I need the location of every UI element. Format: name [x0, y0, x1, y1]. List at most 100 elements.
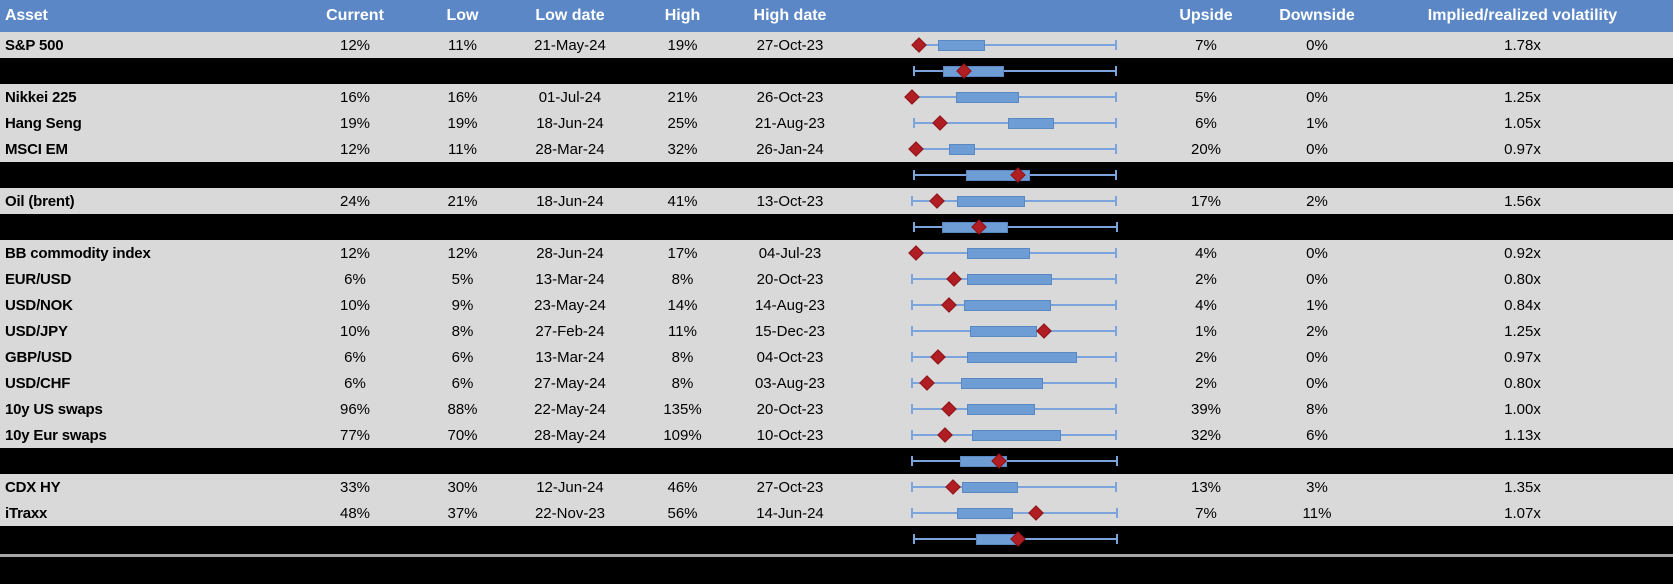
- whisker-cap-left: [911, 456, 913, 466]
- col-header-upside: Upside: [1179, 7, 1233, 24]
- boxplot: [911, 162, 1118, 188]
- implied-realized-cell: 0.92x: [1504, 244, 1541, 262]
- asset-cell: S&P 500: [5, 36, 64, 54]
- footer-divider-line: [0, 554, 1673, 557]
- high-cell: 21%: [667, 88, 698, 106]
- table-row: Hang Seng 19% 19% 18-Jun-24 25% 21-Aug-2…: [0, 110, 1673, 136]
- table-row: BB commodity index 12% 12% 28-Jun-24 17%…: [0, 240, 1673, 266]
- boxplot: [911, 188, 1118, 214]
- boxplot-cell: [850, 474, 1150, 500]
- current-cell: 6%: [344, 374, 366, 392]
- upside-cell: 13%: [1190, 478, 1222, 496]
- boxplot-cell: [850, 292, 1150, 318]
- asset-cell: EUR/USD: [5, 270, 72, 288]
- boxplot: [911, 448, 1118, 474]
- iqr-box: [937, 39, 986, 51]
- high-date-cell: 20-Oct-23: [756, 400, 824, 418]
- high-date-cell: 14-Aug-23: [754, 296, 826, 314]
- whisker-cap-left: [913, 66, 916, 76]
- asset-cell: MSCI EM: [5, 140, 68, 158]
- table-row: USD/JPY 10% 8% 27-Feb-24 11% 15-Dec-23 1…: [0, 318, 1673, 344]
- table-row: USD/CHF 6% 6% 27-May-24 8% 03-Aug-23 2% …: [0, 370, 1673, 396]
- boxplot: [908, 136, 1118, 162]
- downside-cell: 0%: [1306, 140, 1328, 158]
- current-cell: 6%: [344, 270, 366, 288]
- whisker-cap-left: [911, 378, 913, 388]
- asset-cell: CDX HY: [5, 478, 61, 496]
- current-level-diamond-icon: [929, 193, 945, 209]
- current-level-diamond-icon: [930, 349, 946, 365]
- iqr-box: [949, 143, 976, 155]
- table-row: 10y US swaps 96% 88% 22-May-24 135% 20-O…: [0, 396, 1673, 422]
- header-row: Asset Current Low Low date High High dat…: [0, 0, 1673, 32]
- upside-cell: 7%: [1195, 36, 1217, 54]
- high-cell: 17%: [667, 244, 698, 262]
- low-date-cell: 22-Nov-23: [534, 504, 606, 522]
- boxplot-cell: [850, 214, 1150, 240]
- current-cell: 12%: [339, 244, 371, 262]
- boxplot-cell: [850, 58, 1150, 84]
- boxplot-cell: [850, 32, 1150, 58]
- whisker-cap-left: [911, 352, 913, 362]
- implied-realized-cell: 1.35x: [1504, 478, 1541, 496]
- high-date-cell: 15-Dec-23: [754, 322, 826, 340]
- whisker-cap-right: [1114, 144, 1117, 154]
- separator-row: [0, 448, 1673, 474]
- iqr-box: [1008, 117, 1054, 129]
- current-cell: 6%: [344, 348, 366, 366]
- high-date-cell: 26-Oct-23: [756, 88, 824, 106]
- low-date-cell: 13-Mar-24: [535, 348, 605, 366]
- separator-row: [0, 162, 1673, 188]
- low-date-cell: 27-Feb-24: [535, 322, 605, 340]
- boxplot: [911, 422, 1118, 448]
- current-level-diamond-icon: [1036, 323, 1052, 339]
- boxplot: [911, 214, 1118, 240]
- high-cell: 8%: [671, 270, 694, 288]
- high-date-cell: 27-Oct-23: [756, 478, 824, 496]
- low-date-cell: 18-Jun-24: [536, 192, 604, 210]
- low-cell: 6%: [451, 348, 474, 366]
- iqr-box: [963, 299, 1052, 311]
- boxplot-cell: [850, 110, 1150, 136]
- table-row: Nikkei 225 16% 16% 01-Jul-24 21% 26-Oct-…: [0, 84, 1673, 110]
- current-cell: 12%: [339, 36, 371, 54]
- implied-realized-cell: 0.80x: [1504, 270, 1541, 288]
- high-cell: 8%: [671, 374, 694, 392]
- low-cell: 6%: [451, 374, 474, 392]
- high-date-cell: 27-Oct-23: [756, 36, 824, 54]
- boxplot: [904, 84, 1118, 110]
- asset-cell: BB commodity index: [5, 244, 151, 262]
- whisker-cap-left: [911, 196, 913, 206]
- asset-cell: GBP/USD: [5, 348, 72, 366]
- table-body: S&P 500 12% 11% 21-May-24 19% 27-Oct-23 …: [0, 32, 1673, 552]
- downside-cell: 2%: [1306, 192, 1328, 210]
- high-cell: 8%: [671, 348, 694, 366]
- separator-row: [0, 214, 1673, 240]
- upside-cell: 2%: [1195, 270, 1217, 288]
- boxplot-cell: [850, 396, 1150, 422]
- low-cell: 19%: [447, 114, 478, 132]
- downside-cell: 0%: [1306, 244, 1328, 262]
- implied-realized-cell: 1.13x: [1504, 426, 1541, 444]
- implied-realized-cell: 1.00x: [1504, 400, 1541, 418]
- whisker-cap-left: [911, 430, 913, 440]
- whisker-cap-left: [913, 534, 916, 544]
- low-cell: 12%: [447, 244, 478, 262]
- high-cell: 109%: [663, 426, 702, 444]
- upside-cell: 2%: [1195, 348, 1217, 366]
- whisker-cap-right: [1114, 326, 1117, 336]
- whisker-cap-right: [1114, 430, 1117, 440]
- low-date-cell: 28-Jun-24: [536, 244, 604, 262]
- boxplot-cell: [850, 370, 1150, 396]
- low-cell: 8%: [451, 322, 474, 340]
- whisker-cap-right: [1114, 274, 1117, 284]
- high-cell: 11%: [668, 322, 697, 340]
- boxplot: [911, 58, 1118, 84]
- asset-cell: 10y Eur swaps: [5, 426, 107, 444]
- current-cell: 19%: [339, 114, 371, 132]
- high-date-cell: 04-Jul-23: [758, 244, 822, 262]
- whisker-cap-right: [1114, 66, 1117, 76]
- whisker-cap-right: [1116, 508, 1118, 518]
- high-date-cell: 26-Jan-24: [756, 140, 824, 158]
- low-date-cell: 01-Jul-24: [538, 88, 602, 106]
